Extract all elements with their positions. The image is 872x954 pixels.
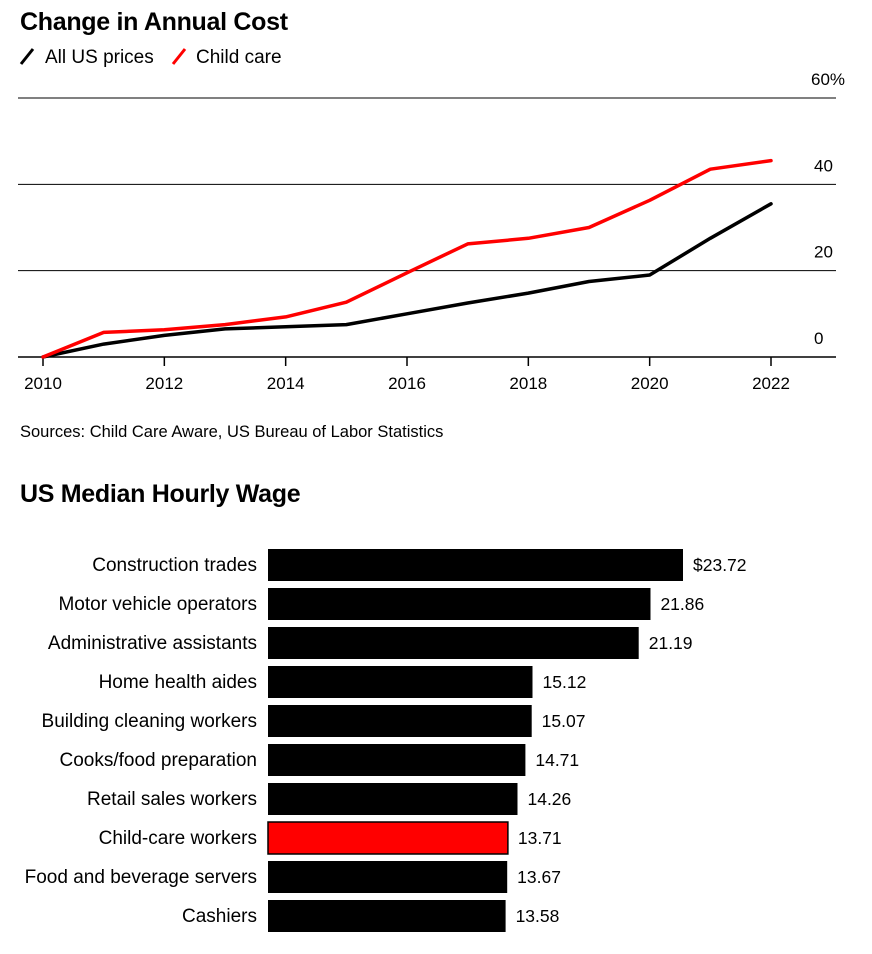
bar-category-building-cleaning-workers: Building cleaning workers [42,711,257,732]
bar-value-cooks-food-preparation: 14.71 [535,750,579,770]
y-tick-label-40: 40 [814,156,833,175]
bar-construction-trades [268,549,683,581]
legend-label-child-care: Child care [196,47,282,68]
bar-building-cleaning-workers [268,705,532,737]
bar-row-building-cleaning-workers: Building cleaning workers 15.07 [42,705,586,737]
bars: Construction trades $23.72 Motor vehicle o… [25,549,747,932]
bar-category-motor-vehicle-operators: Motor vehicle operators [58,594,257,615]
bar-row-administrative-assistants: Administrative assistants 21.19 [48,627,693,659]
legend-swatch-child-care [171,48,187,65]
bar-value-motor-vehicle-operators: 21.86 [660,594,704,614]
gridlines [18,97,836,272]
legend-item-child-care: Child care [171,47,282,68]
series-line-child-care [41,158,773,359]
x-tick-label-2020: 2020 [631,374,669,393]
bar-cooks-food-preparation [268,744,526,776]
legend-swatch-all-us-prices [19,48,35,65]
bar-chart: US Median Hourly Wage Construction trade… [20,480,747,932]
bar-value-construction-trades: $23.72 [693,555,747,575]
bar-category-home-health-aides: Home health aides [99,672,257,693]
bar-category-child-care-workers: Child-care workers [99,828,257,849]
bar-value-building-cleaning-workers: 15.07 [542,711,586,731]
y-tick-labels: 0 20 40 60% [811,70,845,348]
y-tick-label-60: 60% [811,70,845,89]
bar-row-cooks-food-preparation: Cooks/food preparation 14.71 [59,744,579,776]
bar-category-construction-trades: Construction trades [92,555,257,576]
legend: All US prices Child care [19,47,282,68]
bar-row-construction-trades: Construction trades $23.72 [92,549,747,581]
line-chart: Change in Annual Cost All US prices Chil… [18,8,845,441]
bar-value-home-health-aides: 15.12 [543,672,587,692]
legend-label-all-us-prices: All US prices [45,47,154,68]
x-axis: 2010 2012 2014 2016 2018 2020 2022 [18,356,836,393]
x-tick-label-2014: 2014 [267,374,305,393]
line-chart-title: Change in Annual Cost [20,8,289,36]
bar-category-administrative-assistants: Administrative assistants [48,633,257,654]
bar-cashiers [268,900,506,932]
bar-retail-sales-workers [268,783,518,815]
bar-food-and-beverage-servers [268,861,508,893]
bar-category-food-and-beverage-servers: Food and beverage servers [25,867,257,888]
bar-value-food-and-beverage-servers: 13.67 [517,867,561,887]
x-tick-label-2010: 2010 [24,374,62,393]
y-tick-label-0: 0 [814,329,823,348]
bar-value-child-care-workers: 13.71 [518,828,562,848]
bar-child-care-workers [267,821,509,855]
bar-category-retail-sales-workers: Retail sales workers [87,789,257,810]
bar-value-administrative-assistants: 21.19 [649,633,693,653]
bar-chart-title: US Median Hourly Wage [20,480,301,508]
source-note: Sources: Child Care Aware, US Bureau of … [20,423,443,441]
bar-row-food-and-beverage-servers: Food and beverage servers 13.67 [25,861,561,893]
bar-row-child-care-workers: Child-care workers 13.71 [99,821,562,855]
x-tick-label-2016: 2016 [388,374,426,393]
bar-row-motor-vehicle-operators: Motor vehicle operators 21.86 [58,588,704,620]
y-tick-label-20: 20 [814,243,833,262]
bar-row-cashiers: Cashiers 13.58 [182,900,559,932]
bar-home-health-aides [268,666,533,698]
bar-administrative-assistants [268,627,639,659]
x-tick-label-2012: 2012 [145,374,183,393]
bar-motor-vehicle-operators [268,588,651,620]
legend-item-all-us-prices: All US prices [19,47,154,68]
bar-category-cooks-food-preparation: Cooks/food preparation [59,750,257,771]
x-tick-label-2022: 2022 [752,374,790,393]
series-lines [41,158,773,359]
bar-category-cashiers: Cashiers [182,906,257,927]
bar-row-retail-sales-workers: Retail sales workers 14.26 [87,783,571,815]
bar-row-home-health-aides: Home health aides 15.12 [99,666,587,698]
x-tick-label-2018: 2018 [509,374,547,393]
bar-value-cashiers: 13.58 [516,906,560,926]
series-line-all-us-prices [41,202,773,359]
bar-value-retail-sales-workers: 14.26 [527,789,571,809]
